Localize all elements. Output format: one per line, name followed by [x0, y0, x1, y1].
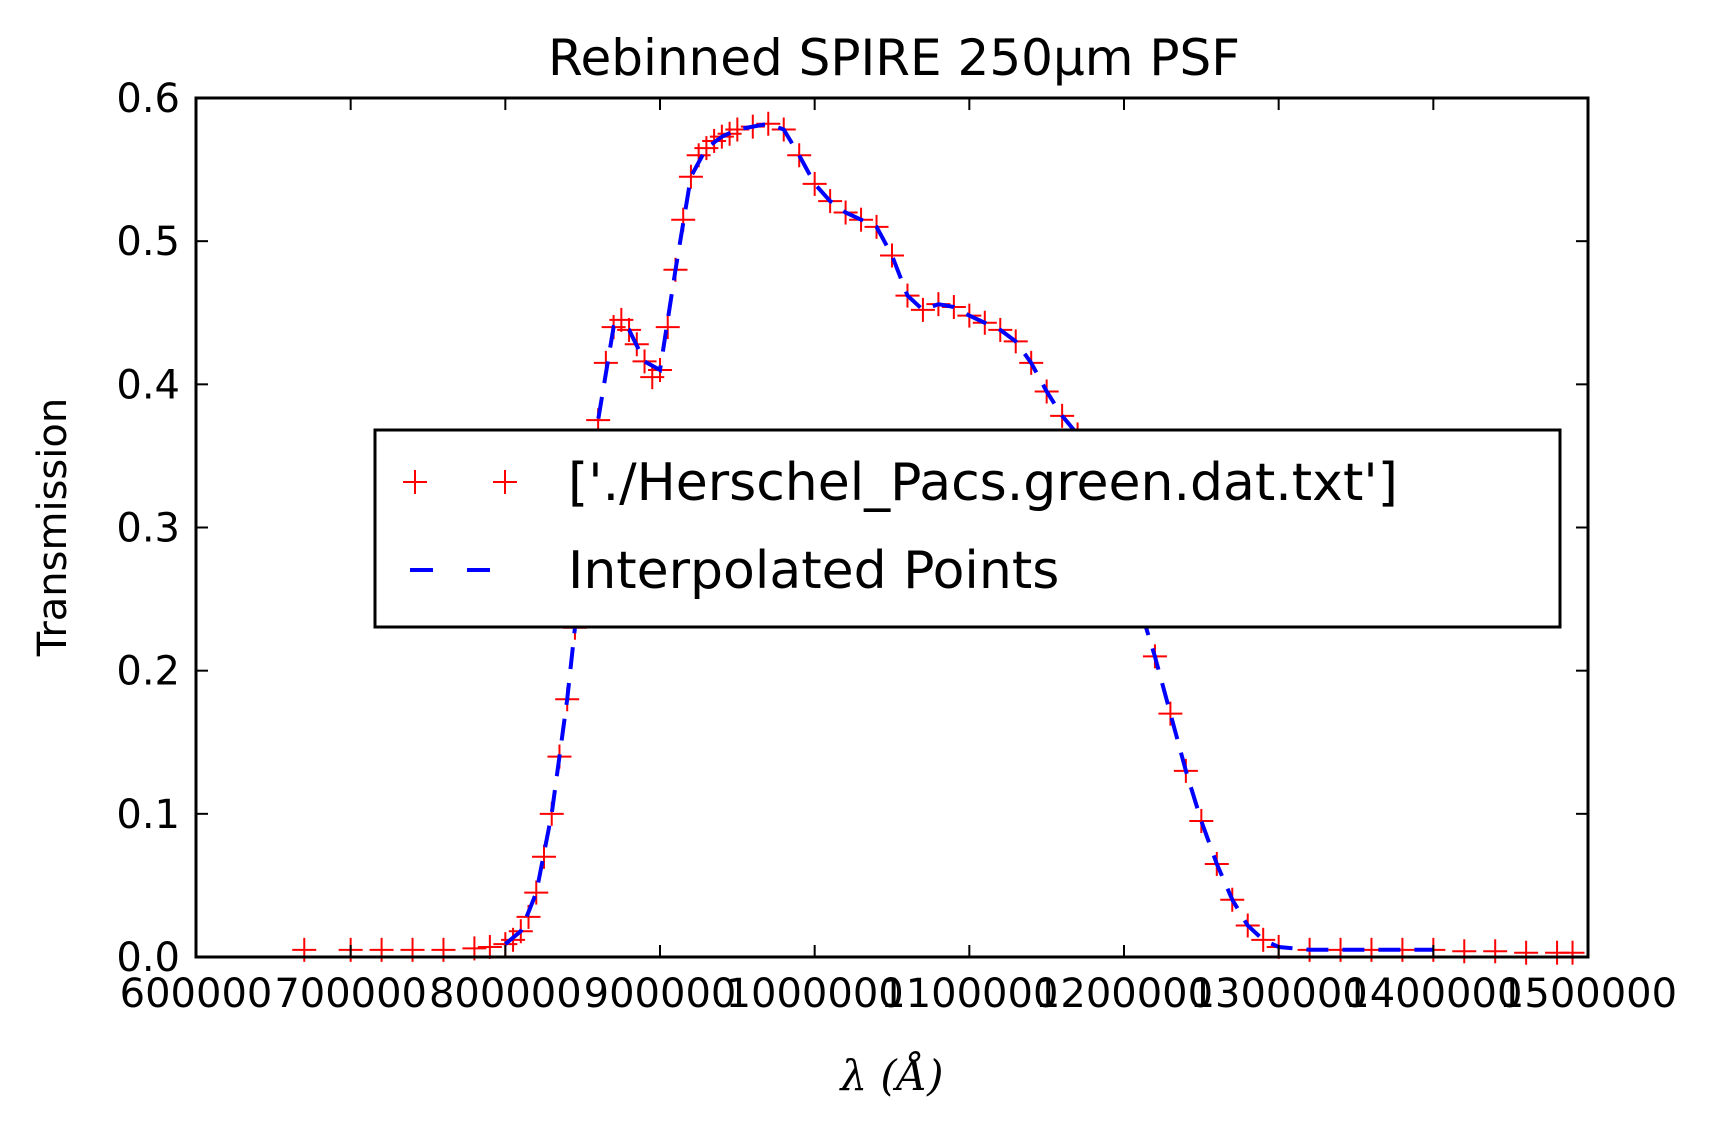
y-tick-label: 0.0 [116, 935, 180, 981]
legend-label-series-0: ['./Herschel_Pacs.green.dat.txt'] [568, 453, 1398, 513]
legend-label-series-1: Interpolated Points [568, 541, 1059, 601]
x-tick-label: 1100000 [880, 971, 1058, 1017]
legend-plus-marker [403, 470, 427, 494]
series-0-point [1158, 701, 1183, 726]
series-0-point [880, 243, 904, 268]
series-0-point [1514, 940, 1539, 965]
x-tick-label: 1400000 [1344, 971, 1522, 1017]
x-tick-label: 1500000 [1499, 971, 1677, 1017]
series-0-point [1251, 927, 1276, 952]
y-tick-label: 0.1 [116, 792, 180, 838]
ticks-layer: 600000 700000 800000 9000001000000110000012… [116, 76, 1677, 1017]
series-0-point [477, 934, 502, 959]
series-0-point [802, 171, 827, 196]
x-tick-label: 700000 [274, 971, 427, 1017]
series-0-point [1189, 808, 1214, 833]
series-0-point [655, 315, 680, 340]
series-0-point [632, 349, 657, 374]
y-tick-label: 0.5 [116, 219, 180, 265]
y-tick-label: 0.4 [116, 362, 180, 408]
series-1-line [504, 121, 1434, 952]
series-0-point [787, 143, 812, 168]
x-tick-label: 1300000 [1190, 971, 1368, 1017]
y-tick-label: 0.3 [116, 506, 180, 552]
x-tick-label: 1000000 [726, 971, 904, 1017]
series-0-point [678, 164, 703, 189]
series-0-point [532, 844, 556, 869]
legend-box [373, 428, 1562, 629]
series-0-point [524, 880, 549, 905]
y-tick-label: 0.2 [116, 649, 180, 695]
legend: ['./Herschel_Pacs.green.dat.txt'] Interp… [373, 428, 1562, 629]
x-tick-label: 900000 [584, 971, 737, 1017]
series-0-point [1452, 939, 1477, 964]
x-tick-label: 800000 [429, 971, 582, 1017]
series-0-point [910, 297, 935, 322]
y-axis-label: Transmission [30, 398, 76, 657]
y-tick-label: 0.6 [116, 76, 180, 122]
x-tick-label: 600000 [120, 971, 273, 1017]
series-0-point [1483, 939, 1508, 964]
x-axis-label: λ (Å) [838, 1050, 943, 1100]
legend-marker-series-0 [403, 470, 517, 494]
chart-title: Rebinned SPIRE 250μm PSF [548, 29, 1240, 87]
series-0-point [1560, 940, 1585, 965]
legend-plus-marker [493, 470, 517, 494]
x-tick-label: 1200000 [1035, 971, 1213, 1017]
